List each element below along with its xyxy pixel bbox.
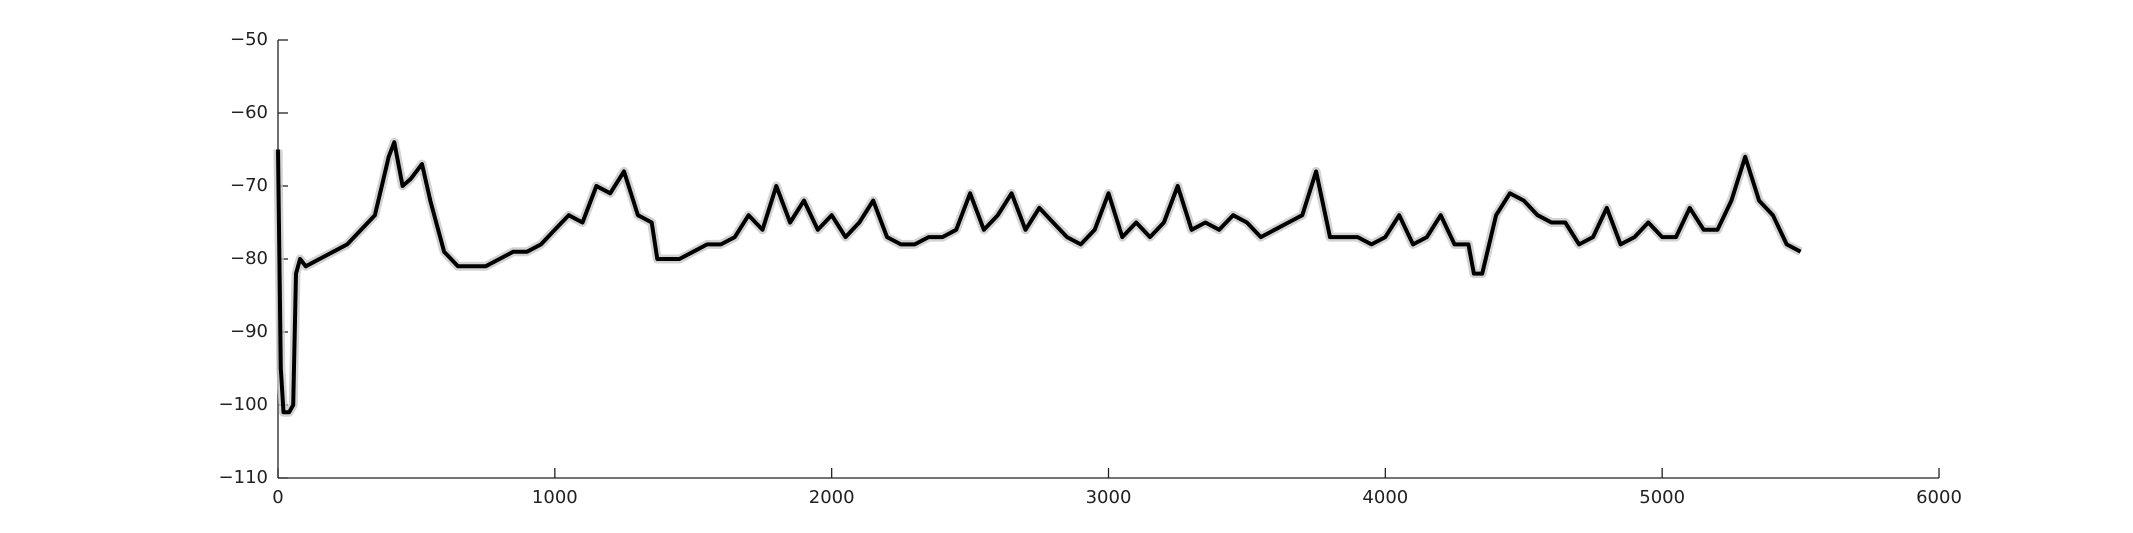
x-tick-label: 6000 [1916,487,1962,508]
x-tick-label: 0 [272,487,283,508]
x-tick-label: 1000 [532,487,578,508]
y-tick-label: −60 [230,102,268,123]
x-tick-label: 3000 [1086,487,1132,508]
y-tick-label: −100 [219,394,268,415]
y-tick-label: −80 [230,248,268,269]
y-tick-label: −70 [230,175,268,196]
y-tick-label: −90 [230,321,268,342]
y-tick-label: −50 [230,29,268,50]
x-tick-label: 4000 [1362,487,1408,508]
series-band [273,137,1803,417]
x-tick-label: 2000 [809,487,855,508]
series-line [276,140,1802,415]
y-tick-label: −110 [219,467,268,488]
x-tick-label: 5000 [1639,487,1685,508]
